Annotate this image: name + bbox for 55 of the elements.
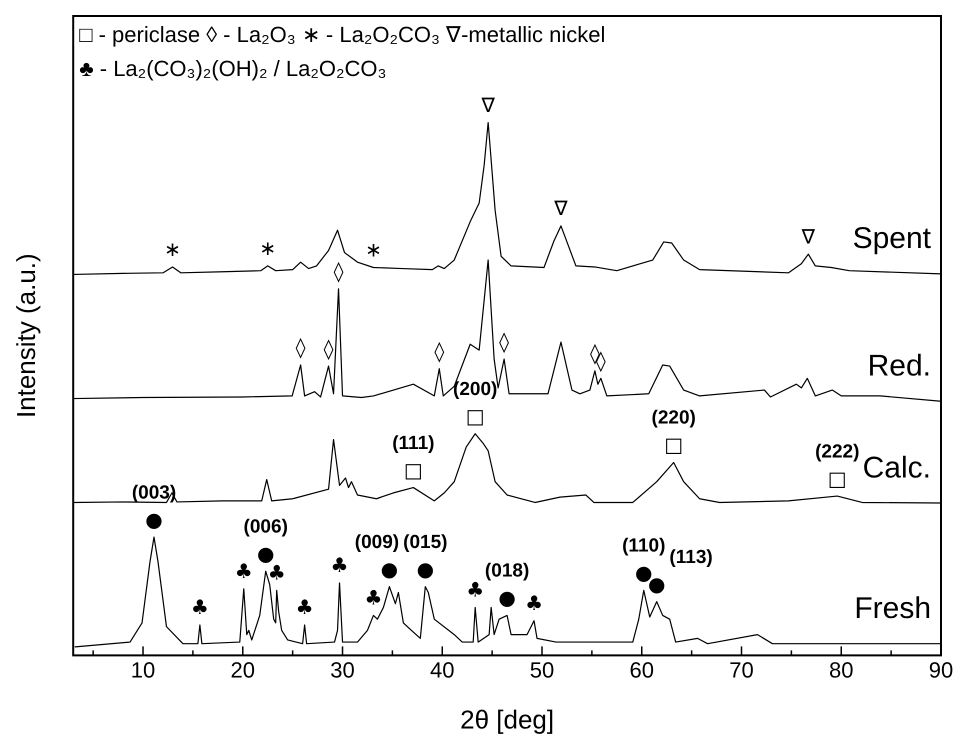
series-label: Fresh <box>854 592 931 625</box>
annotation: ● <box>256 541 274 566</box>
annotation: □ <box>466 404 485 428</box>
annotation: (113) <box>669 546 713 568</box>
annotation: ∗ <box>164 237 181 262</box>
annotation: (009) <box>354 532 400 553</box>
x-tick-label: 40 <box>430 658 455 683</box>
series-label: Spent <box>852 222 932 256</box>
annotation: ♣ <box>296 595 314 620</box>
annotation: ∇ <box>553 196 568 220</box>
annotation: ♣ <box>525 590 543 615</box>
x-tick-label: 70 <box>729 658 754 683</box>
annotation: (015) <box>403 532 448 553</box>
annotation: ◊ <box>296 335 306 360</box>
annotation: (003) <box>132 482 176 504</box>
annotation: (200) <box>453 378 498 400</box>
x-axis-title: 2θ [deg] <box>460 704 554 735</box>
annotation: ♣ <box>466 578 484 602</box>
annotation: (222) <box>815 441 860 462</box>
annotation: ∗ <box>365 238 382 262</box>
annotation: (220) <box>652 408 696 429</box>
annotation: (110) <box>622 536 666 557</box>
x-tick-label: 20 <box>230 658 256 683</box>
x-tick-label: 60 <box>630 658 654 683</box>
x-tick-label: 90 <box>928 658 954 683</box>
annotation: ◊ <box>324 336 334 360</box>
annotation: ● <box>498 586 516 610</box>
annotation: ∇ <box>480 92 496 117</box>
annotation: ● <box>416 556 434 581</box>
annotation: ◊ <box>434 338 444 363</box>
x-tick-label: 50 <box>530 658 554 683</box>
text: □ - periclase ◊ - La₂O₃ ∗ - La₂O₂CO₃ ∇-metallic nickel <box>79 22 606 48</box>
y-axis-title: Intensity (a.u.) <box>10 253 41 418</box>
annotation: (006) <box>244 516 288 538</box>
annotation: □ <box>664 432 684 457</box>
series-label: Red. <box>868 350 931 383</box>
series-label: Calc. <box>862 451 931 484</box>
annotation: □ <box>828 466 847 490</box>
annotation: ● <box>380 556 398 581</box>
annotation: ∗ <box>259 236 276 260</box>
annotation: (018) <box>484 560 530 582</box>
annotation: (111) <box>392 432 434 454</box>
x-tick-label: 30 <box>330 658 355 683</box>
x-tick-label: 80 <box>829 658 854 683</box>
annotation: ♣ <box>364 586 382 610</box>
annotation: ● <box>145 507 163 532</box>
annotation: ◊ <box>334 259 344 284</box>
annotation: ∇ <box>800 224 816 248</box>
annotation: ♣ <box>234 559 253 583</box>
annotation: □ <box>404 458 423 482</box>
annotation: ♣ <box>190 595 209 620</box>
text: ♣ - La₂(CO₃)₂(OH)₂ / La₂O₂CO₃ <box>79 56 387 82</box>
annotation: ♣ <box>330 553 348 578</box>
x-tick-label: 10 <box>130 658 156 683</box>
annotation: ◊ <box>499 329 510 354</box>
